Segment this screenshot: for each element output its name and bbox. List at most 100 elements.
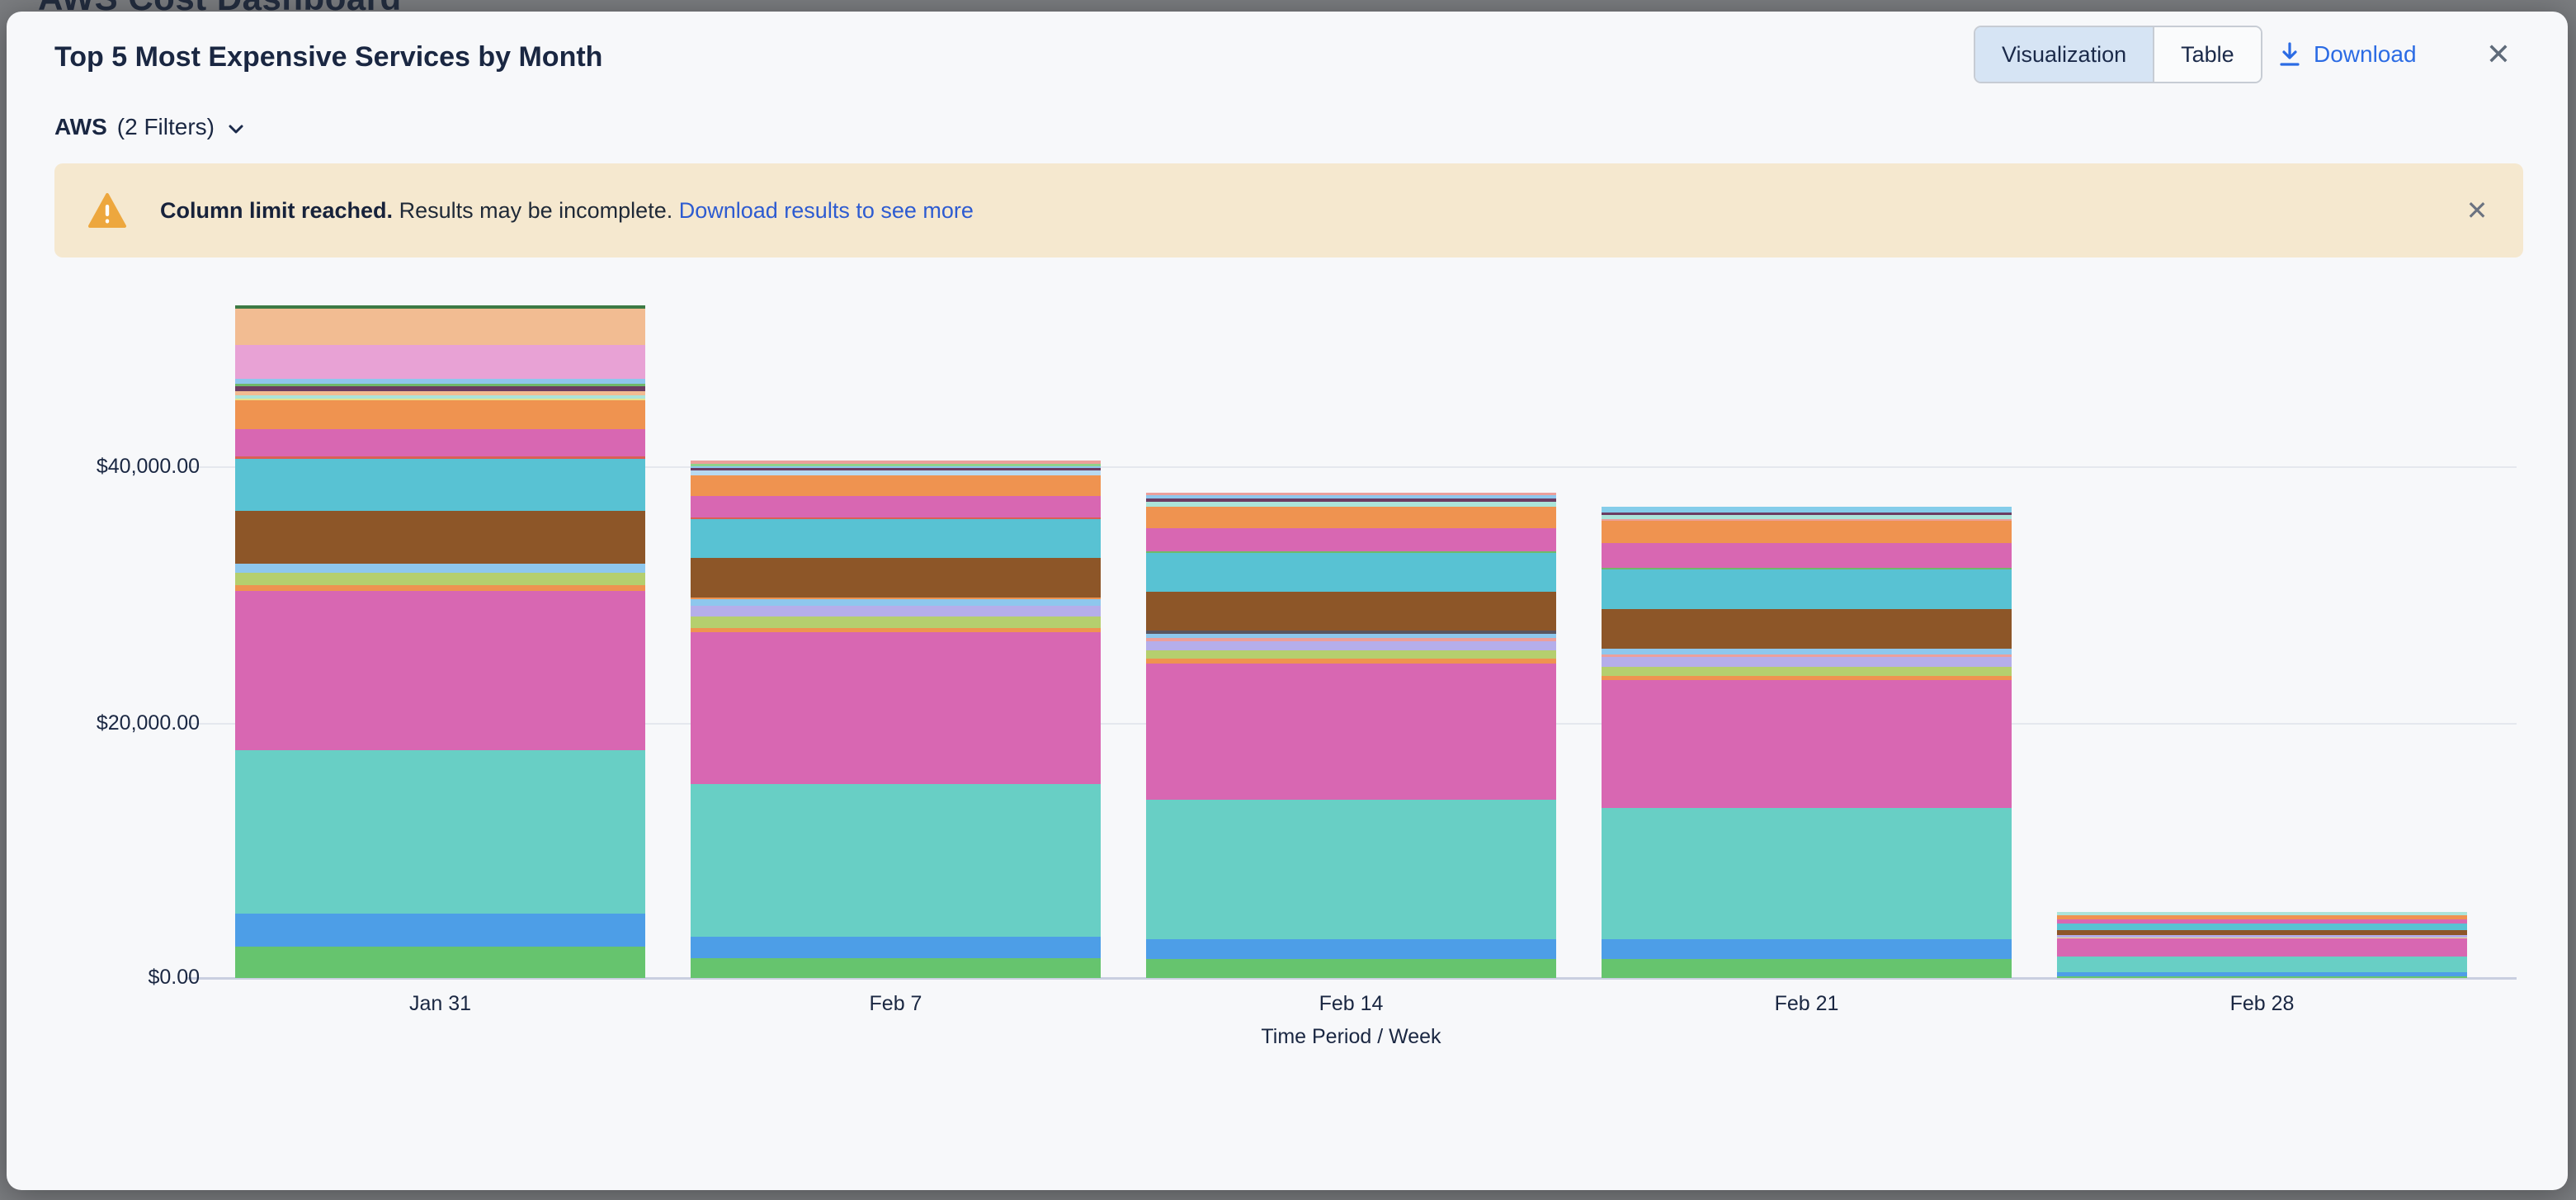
bar-segment[interactable] — [235, 429, 645, 456]
bar-segment[interactable] — [691, 599, 1101, 606]
bar-segment[interactable] — [1602, 959, 2012, 978]
bar-segment[interactable] — [691, 517, 1101, 519]
bar-segment[interactable] — [235, 399, 645, 400]
tab-visualization[interactable]: Visualization — [1975, 27, 2154, 82]
bar-segment[interactable] — [1146, 638, 1556, 641]
bar-segment[interactable] — [1146, 800, 1556, 939]
stacked-bar[interactable] — [691, 461, 1101, 978]
bar-segment[interactable] — [691, 558, 1101, 598]
bar-segment[interactable] — [2057, 919, 2467, 924]
bar-segment[interactable] — [2057, 976, 2467, 978]
x-axis-labels: Jan 31 Feb 7 Feb 14 Feb 21 Feb 28 — [235, 992, 2467, 1016]
bar-segment[interactable] — [2057, 972, 2467, 976]
bar-segment[interactable] — [1602, 569, 2012, 609]
bar-segment[interactable] — [1146, 650, 1556, 659]
bar-segment[interactable] — [2057, 915, 2467, 919]
bar-segment[interactable] — [1602, 649, 2012, 654]
bar-segment[interactable] — [235, 400, 645, 429]
bar-segment[interactable] — [1146, 959, 1556, 978]
bar-segment[interactable] — [1146, 528, 1556, 551]
bar-segment[interactable] — [1602, 939, 2012, 959]
bar-segment[interactable] — [1146, 659, 1556, 664]
bar-segment[interactable] — [1602, 543, 2012, 568]
bar-segment[interactable] — [1146, 551, 1556, 553]
bar-segment[interactable] — [691, 958, 1101, 978]
bar-segment[interactable] — [691, 937, 1101, 958]
bar-segment[interactable] — [2057, 938, 2467, 957]
download-button[interactable]: Download — [2277, 26, 2417, 83]
bar-segment[interactable] — [235, 947, 645, 978]
bar-segment[interactable] — [235, 564, 645, 573]
bar-segment[interactable] — [1146, 502, 1556, 507]
stacked-bar[interactable] — [1602, 507, 2012, 978]
bar-segment[interactable] — [235, 384, 645, 386]
bar-segment[interactable] — [235, 459, 645, 511]
bar-segment[interactable] — [691, 466, 1101, 468]
bar-segment[interactable] — [235, 395, 645, 399]
bar-segment[interactable] — [1146, 498, 1556, 502]
bar-segment[interactable] — [235, 585, 645, 591]
bar-segment[interactable] — [235, 386, 645, 391]
bar-segment[interactable] — [691, 784, 1101, 937]
bar-segment[interactable] — [1602, 519, 2012, 521]
bar-segment[interactable] — [1146, 641, 1556, 650]
bar-segment[interactable] — [235, 573, 645, 585]
bar-segment[interactable] — [2057, 935, 2467, 938]
bar-segment[interactable] — [235, 379, 645, 384]
bar-segment[interactable] — [1146, 939, 1556, 959]
bar-segment[interactable] — [1602, 808, 2012, 939]
bar-segment[interactable] — [1602, 568, 2012, 569]
bar-segment[interactable] — [235, 750, 645, 914]
stacked-bar[interactable] — [235, 305, 645, 978]
tab-table[interactable]: Table — [2153, 27, 2261, 82]
bar-segment[interactable] — [1146, 634, 1556, 638]
bar-segment[interactable] — [1602, 515, 2012, 519]
bar-segment[interactable] — [235, 345, 645, 379]
bar-segment[interactable] — [691, 606, 1101, 617]
bar-segment[interactable] — [235, 511, 645, 564]
stacked-bar[interactable] — [2057, 912, 2467, 978]
bar-segment[interactable] — [235, 309, 645, 345]
bar-segment[interactable] — [1146, 631, 1556, 634]
bar-segment[interactable] — [691, 598, 1101, 599]
bar-segment[interactable] — [1602, 680, 2012, 808]
bar-segment[interactable] — [691, 519, 1101, 558]
download-results-link[interactable]: Download results to see more — [678, 197, 974, 223]
bar-segment[interactable] — [1146, 664, 1556, 800]
bar-segment[interactable] — [1602, 609, 2012, 649]
bar-segment[interactable] — [691, 461, 1101, 464]
bar-segment[interactable] — [1146, 495, 1556, 498]
bar-segment[interactable] — [1146, 493, 1556, 495]
bar-segment[interactable] — [1146, 507, 1556, 528]
bar-segment[interactable] — [235, 456, 645, 459]
bar-segment[interactable] — [1146, 553, 1556, 592]
bar-segment[interactable] — [691, 470, 1101, 475]
bar-segment[interactable] — [691, 617, 1101, 628]
bar-segment[interactable] — [691, 464, 1101, 466]
bar-segment[interactable] — [1602, 654, 2012, 657]
bar-segment[interactable] — [691, 496, 1101, 517]
bar-segment[interactable] — [1602, 667, 2012, 676]
bar-segment[interactable] — [235, 305, 645, 309]
bar-segment[interactable] — [235, 591, 645, 750]
bar-segment[interactable] — [691, 632, 1101, 784]
stacked-bar[interactable] — [1146, 493, 1556, 978]
bar-segment[interactable] — [691, 468, 1101, 470]
bar-segment[interactable] — [2057, 957, 2467, 972]
bar-segment[interactable] — [1602, 521, 2012, 543]
bar-segment[interactable] — [2057, 924, 2467, 930]
banner-close-icon[interactable]: ✕ — [2465, 196, 2489, 225]
bar-segment[interactable] — [1602, 513, 2012, 515]
bar-segment[interactable] — [1146, 592, 1556, 631]
bar-segment[interactable] — [691, 475, 1101, 496]
bar-segment[interactable] — [691, 628, 1101, 632]
modal-close-icon[interactable]: ✕ — [2485, 37, 2512, 71]
bar-segment[interactable] — [2057, 912, 2467, 915]
bar-segment[interactable] — [1602, 676, 2012, 680]
bar-segment[interactable] — [1602, 507, 2012, 513]
bar-segment[interactable] — [1602, 657, 2012, 667]
filter-dropdown[interactable]: AWS (2 Filters) — [54, 109, 248, 145]
bar-segment[interactable] — [2057, 930, 2467, 935]
bar-segment[interactable] — [235, 391, 645, 395]
bar-segment[interactable] — [235, 914, 645, 947]
